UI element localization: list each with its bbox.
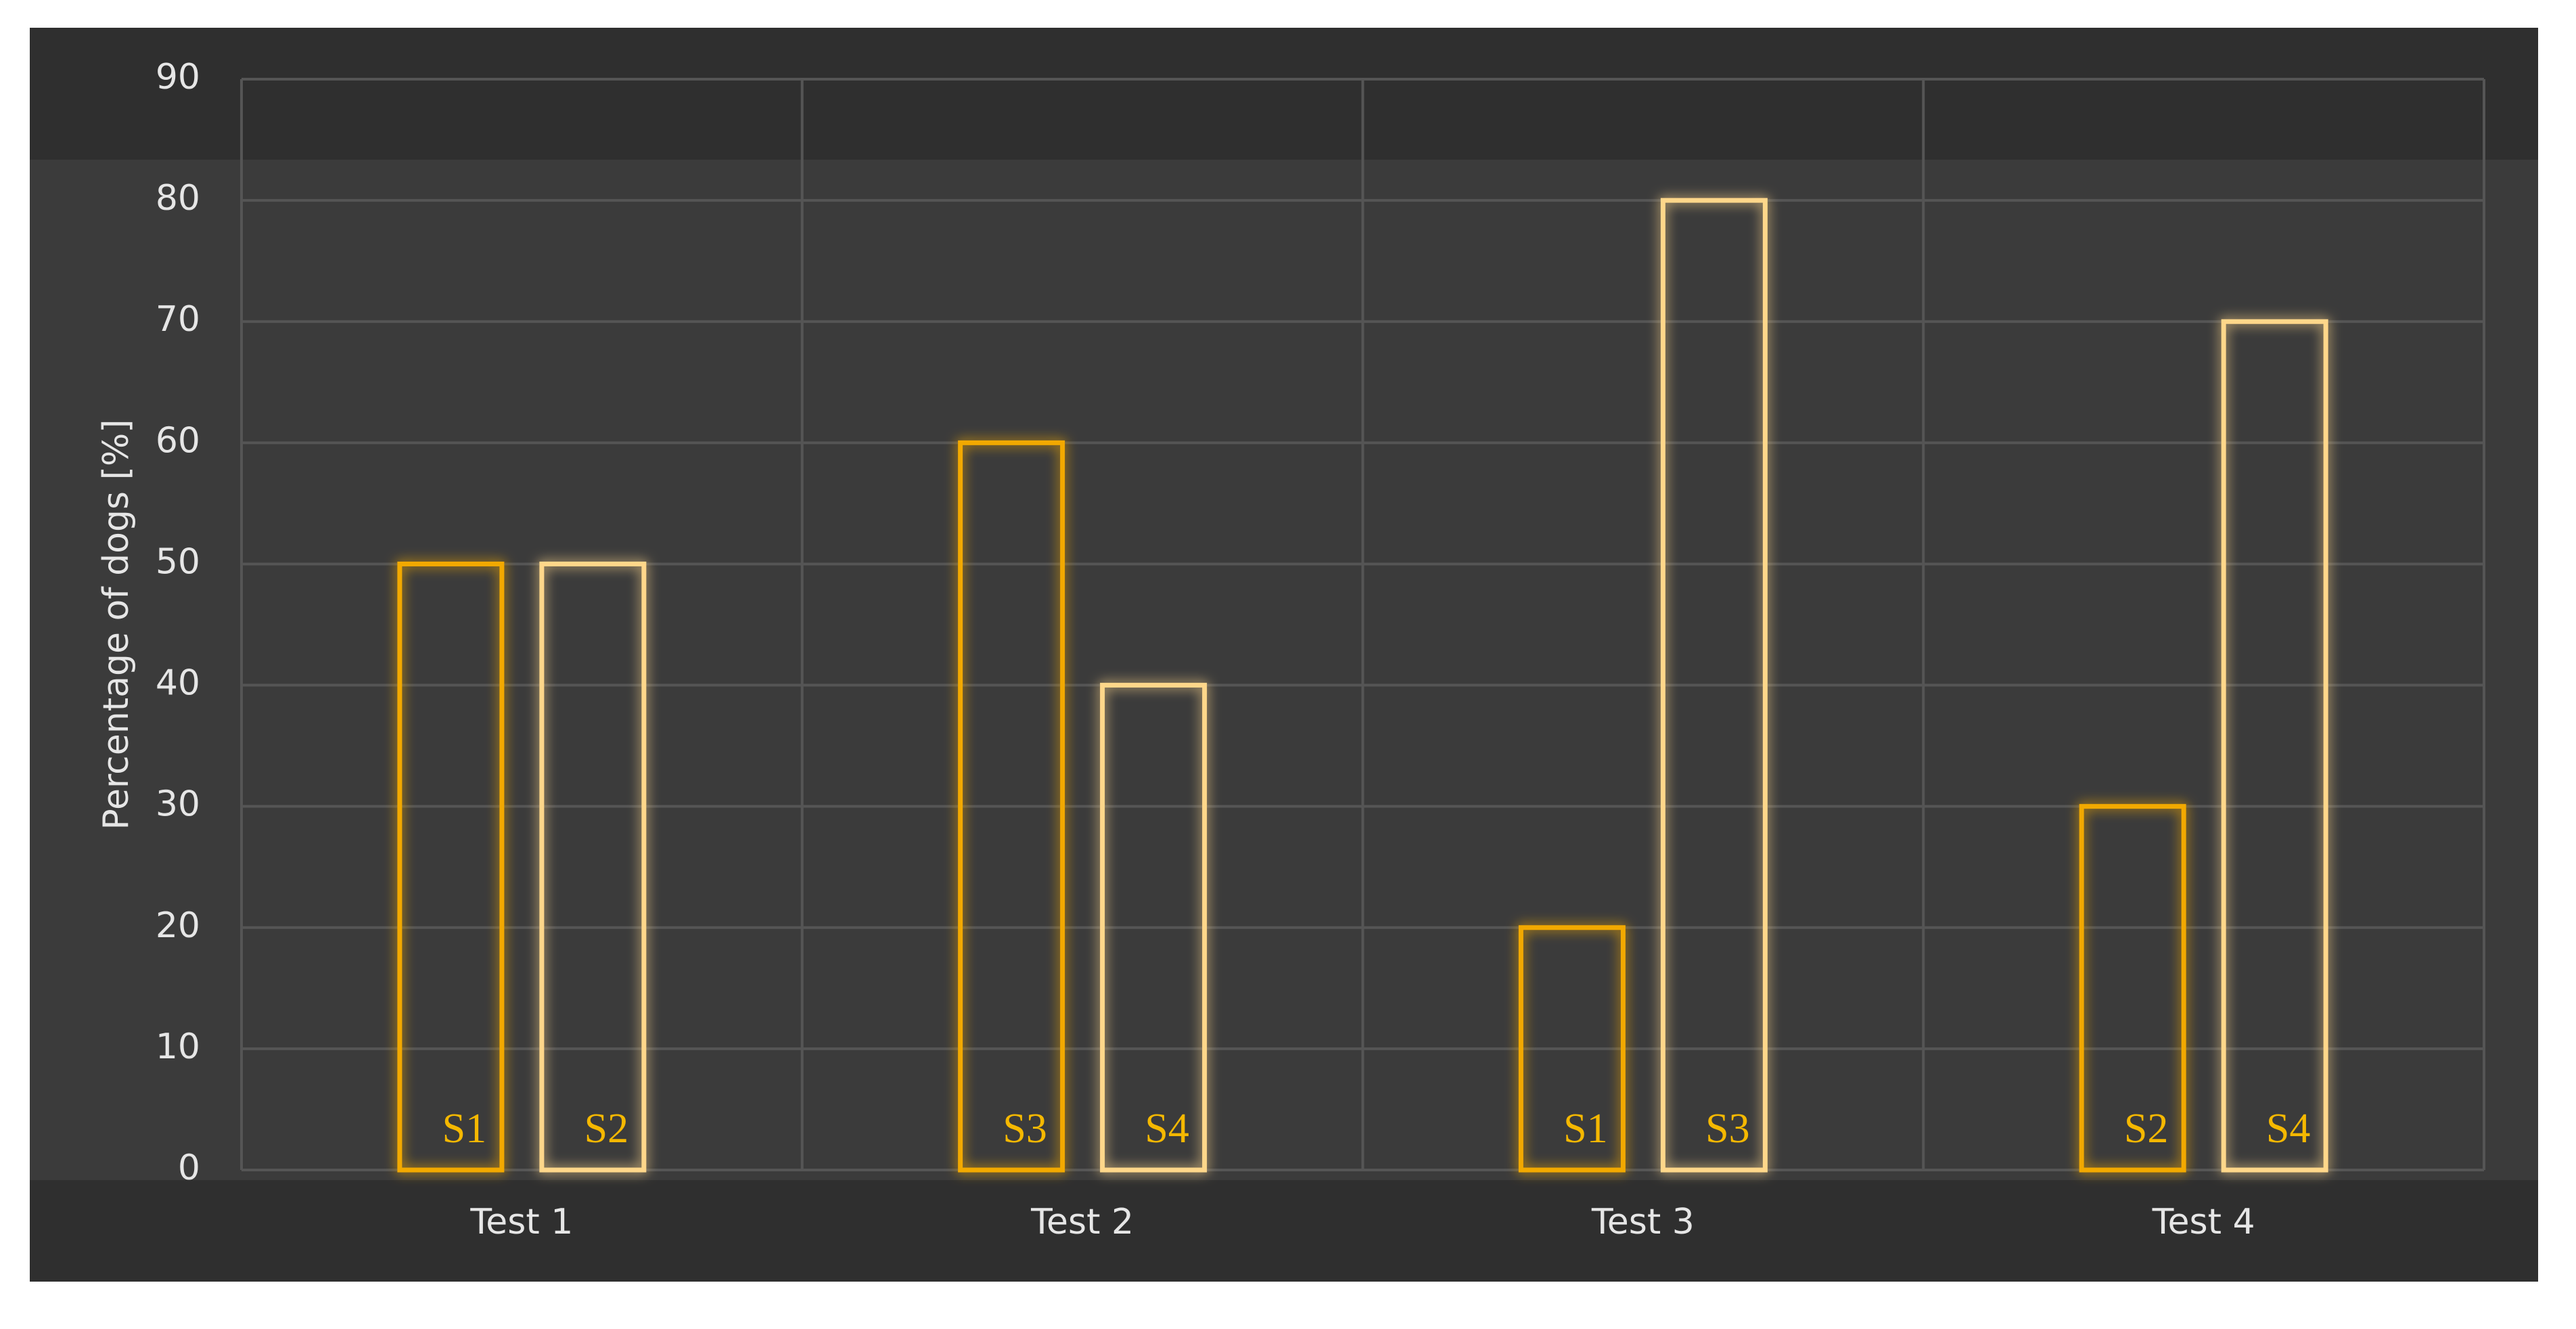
bar-label: S1 <box>1563 1106 1607 1152</box>
x-tick-label: Test 3 <box>1591 1202 1695 1242</box>
y-tick-label: 80 <box>156 178 200 219</box>
bar <box>1660 198 1768 1173</box>
bar-label: S2 <box>584 1106 628 1152</box>
x-tick-label: Test 1 <box>469 1202 573 1242</box>
y-tick-label: 0 <box>178 1148 200 1188</box>
y-tick-label: 30 <box>156 784 200 825</box>
bar-label: S4 <box>2266 1106 2310 1152</box>
y-tick-label: 60 <box>156 420 200 461</box>
y-tick-label: 70 <box>156 299 200 340</box>
bar <box>2221 319 2328 1173</box>
bar-label: S3 <box>1003 1106 1046 1152</box>
y-axis-label: Percentage of dogs [%] <box>96 419 137 830</box>
x-tick-label: Test 2 <box>1030 1202 1134 1242</box>
bar-label: S2 <box>2124 1106 2168 1152</box>
y-tick-label: 50 <box>156 541 200 582</box>
bar <box>2079 804 2186 1173</box>
bar-label: S1 <box>442 1106 486 1152</box>
y-tick-label: 40 <box>156 663 200 704</box>
y-tick-label: 10 <box>156 1027 200 1067</box>
bar <box>1518 925 1626 1173</box>
plot-band <box>30 160 2538 1180</box>
y-tick-label: 90 <box>156 57 200 97</box>
bar <box>397 561 505 1173</box>
y-tick-label: 20 <box>156 905 200 946</box>
bar-label: S3 <box>1705 1106 1749 1152</box>
bar <box>958 440 1065 1173</box>
bar-label: S4 <box>1145 1106 1189 1152</box>
bar <box>539 561 647 1173</box>
bar <box>1100 683 1208 1173</box>
x-tick-label: Test 4 <box>2152 1202 2255 1242</box>
